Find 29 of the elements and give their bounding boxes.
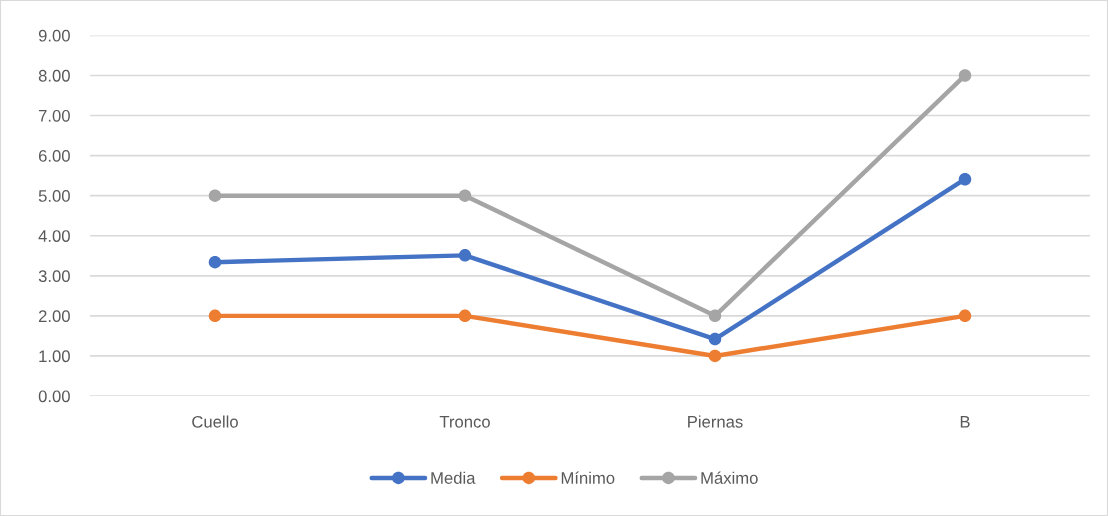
legend-label: Mínimo	[561, 471, 615, 484]
point	[458, 309, 472, 323]
x-tick-label: Tronco	[439, 416, 490, 428]
point	[208, 309, 222, 323]
y-tick-label: 3.00	[38, 270, 70, 282]
point	[458, 189, 472, 202]
point	[958, 69, 972, 82]
y-tick-label: 2.00	[38, 310, 70, 323]
point	[708, 309, 722, 323]
point	[208, 189, 222, 202]
point	[958, 172, 972, 186]
legend-label: Media	[431, 471, 476, 484]
y-tick-label: 8.00	[38, 69, 70, 82]
y-tick-label: 6.00	[38, 150, 70, 162]
y-tick-label: 7.00	[38, 109, 70, 122]
point	[958, 309, 972, 323]
y-tick-label: 5.00	[38, 190, 70, 202]
x-tick-label: Piernas	[688, 415, 743, 428]
point	[708, 349, 722, 363]
y-tick-label: 4.00	[38, 230, 70, 242]
legend-label: Máximo	[701, 471, 758, 484]
point	[208, 255, 222, 269]
y-tick-label: 9.00	[38, 29, 70, 42]
y-tick-label: 0.00	[38, 390, 70, 403]
point	[458, 249, 472, 262]
point	[708, 332, 722, 346]
x-tick-label: B	[960, 416, 970, 428]
y-tick-label: 1.00	[39, 350, 70, 363]
x-tick-label: Cuello	[192, 415, 238, 428]
